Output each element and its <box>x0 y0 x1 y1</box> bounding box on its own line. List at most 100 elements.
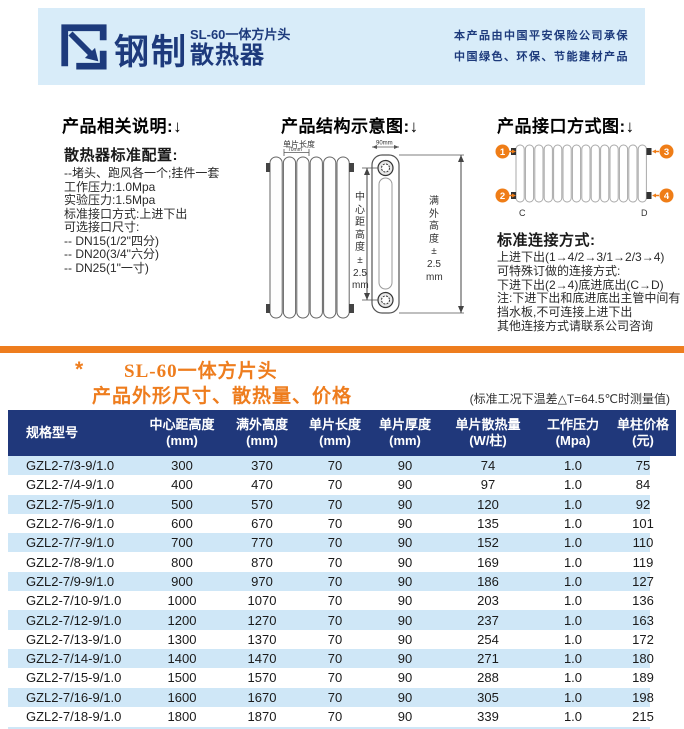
column-header: 单片散热量 (W/柱) <box>455 417 521 448</box>
spec-value-cell: 90 <box>397 477 413 493</box>
spec-value-cell: 70 <box>327 554 343 570</box>
spec-value-cell: 70 <box>327 496 343 512</box>
spec-value-cell: 500 <box>171 496 193 512</box>
spec-value-cell: 254 <box>477 631 499 647</box>
spec-value-cell: 1.0 <box>563 573 583 589</box>
spec-value-cell: 119 <box>632 554 654 570</box>
spec-value-cell: 1670 <box>247 689 277 705</box>
spec-value-cell: 271 <box>477 651 499 667</box>
spec-model-cell: GZL2-7/7-9/1.0 <box>26 535 115 551</box>
port-c-label: C <box>519 208 526 218</box>
structure-section-title: 产品结构示意图:↓ <box>281 117 419 136</box>
text-line: -- DN20(3/4"六分) <box>64 247 159 261</box>
table-row: GZL2-7/14-9/1.0 1400 1470 70 90 271 1.0 180 <box>8 648 676 669</box>
thickness-value: 90mm <box>376 141 393 147</box>
spec-value-cell: 70 <box>327 689 343 705</box>
spec-value-cell: 90 <box>397 593 413 609</box>
product-type: 散热器 <box>190 42 265 69</box>
spec-value-cell: 172 <box>632 631 654 647</box>
spec-model-cell: GZL2-7/8-9/1.0 <box>26 554 115 570</box>
text-line: 上进下出(1→4/2→3/1→2/3→4) <box>497 250 665 264</box>
spec-value-cell: 70 <box>327 535 343 551</box>
connection-subtitle: 标准连接方式: <box>497 232 596 249</box>
spec-value-cell: 70 <box>327 477 343 493</box>
spec-value-cell: 800 <box>171 554 193 570</box>
spec-value-cell: 90 <box>397 535 413 551</box>
interface-section-title: 产品接口方式图:↓ <box>497 117 635 136</box>
spec-value-cell: 1870 <box>247 709 277 724</box>
port-4-number: 4 <box>664 191 670 202</box>
spec-model-cell: GZL2-7/12-9/1.0 <box>26 612 122 628</box>
price-title-line1: SL-60一体方片头 <box>124 361 278 382</box>
spec-value-cell: 670 <box>251 516 273 532</box>
spec-value-cell: 1370 <box>247 631 277 647</box>
brand-logo-icon <box>61 24 107 70</box>
spec-model-cell: GZL2-7/5-9/1.0 <box>26 496 115 512</box>
spec-value-cell: 288 <box>477 670 499 686</box>
spec-value-cell: 152 <box>477 535 499 551</box>
text-line: 可特殊订做的连接方式: <box>497 263 621 278</box>
spec-value-cell: 70 <box>327 670 343 686</box>
spec-model-cell: GZL2-7/10-9/1.0 <box>26 593 122 609</box>
spec-value-cell: 90 <box>397 612 413 628</box>
spec-value-cell: 1.0 <box>563 651 583 667</box>
text-line: 标准接口方式:上进下出 <box>64 206 188 221</box>
spec-value-cell: 1.0 <box>563 554 583 570</box>
spec-value-cell: 70 <box>327 709 343 724</box>
table-bottom-strip <box>8 726 650 729</box>
spec-value-cell: 180 <box>632 651 654 667</box>
spec-value-cell: 75 <box>635 458 651 474</box>
text-line: 工作压力:1.0Mpa <box>64 179 156 194</box>
text-line: 其他连接方式请联系公司咨询 <box>497 318 654 333</box>
spec-value-cell: 339 <box>477 709 499 724</box>
spec-value-cell: 770 <box>251 535 273 551</box>
spec-value-cell: 370 <box>251 458 273 474</box>
spec-value-cell: 1070 <box>247 593 277 609</box>
column-header: 中心距高度 (mm) <box>149 417 215 448</box>
text-line: 挡水板,不可连接上进下出 <box>497 305 633 320</box>
spec-value-cell: 90 <box>397 651 413 667</box>
spec-value-cell: 135 <box>477 516 499 532</box>
measurement-condition-note: (标准工况下温差△T=64.5℃时测量值) <box>469 392 670 406</box>
table-row: GZL2-7/12-9/1.0 1200 1270 70 90 237 1.0 163 <box>8 610 676 630</box>
table-row: GZL2-7/5-9/1.0 500 570 70 90 120 1.0 92 <box>8 494 676 514</box>
spec-value-cell: 70 <box>327 458 343 474</box>
port-2-badge <box>495 188 510 203</box>
spec-value-cell: 1000 <box>167 593 197 609</box>
spec-table-body: GZL2-7/3-9/1.0 300 370 70 90 74 1.0 75 GZL2-7/4-… <box>8 456 676 726</box>
spec-value-cell: 90 <box>397 516 413 532</box>
spec-lines: --堵头、跑风各一个;挂件一套 工作压力:1.0Mpa 实验压力:1.5Mpa 标准接… <box>64 166 220 275</box>
piece-length-label: 单片长度 <box>283 139 315 149</box>
spec-model-cell: GZL2-7/6-9/1.0 <box>26 516 115 532</box>
spec-value-cell: 1270 <box>247 612 277 628</box>
spec-value-cell: 90 <box>397 573 413 589</box>
spec-value-cell: 1.0 <box>563 516 583 532</box>
connection-lines: 上进下出(1→4/2→3/1→2/3→4) 可特殊订做的连接方式: 下进下出(2→4… <box>497 250 680 334</box>
spec-model-cell: GZL2-7/18-9/1.0 <box>26 709 122 724</box>
port-4-badge <box>659 188 674 203</box>
spec-value-cell: 237 <box>477 612 499 628</box>
spec-value-cell: 84 <box>635 477 651 493</box>
spec-value-cell: 1300 <box>167 631 197 647</box>
spec-value-cell: 110 <box>632 535 654 551</box>
spec-value-cell: 74 <box>480 458 496 474</box>
product-model: SL-60一体方片头 <box>190 27 291 42</box>
spec-model-cell: GZL2-7/16-9/1.0 <box>26 689 122 705</box>
text-line: 可选接口尺寸: <box>64 220 140 234</box>
section-divider-bar <box>0 346 684 353</box>
spec-value-cell: 70 <box>327 593 343 609</box>
port-3-number: 3 <box>664 147 669 158</box>
spec-model-cell: GZL2-7/4-9/1.0 <box>26 477 115 493</box>
table-row: GZL2-7/3-9/1.0 300 370 70 90 74 1.0 75 <box>8 456 676 476</box>
table-row: GZL2-7/7-9/1.0 700 770 70 90 152 1.0 110 <box>8 533 676 553</box>
table-row: GZL2-7/10-9/1.0 1000 1070 70 90 203 1.0 136 <box>8 591 676 610</box>
insurance-line: 本产品由中国平安保险公司承保 <box>454 30 629 42</box>
table-row: GZL2-7/9-9/1.0 900 970 70 90 186 1.0 127 <box>8 571 676 592</box>
column-header: 单柱价格 (元) <box>616 417 669 448</box>
star-marker: * <box>75 358 84 381</box>
text-line: 实验压力:1.5Mpa <box>64 193 156 207</box>
spec-value-cell: 198 <box>632 689 654 705</box>
text-line: --堵头、跑风各一个;挂件一套 <box>64 166 220 180</box>
spec-value-cell: 900 <box>171 573 193 589</box>
